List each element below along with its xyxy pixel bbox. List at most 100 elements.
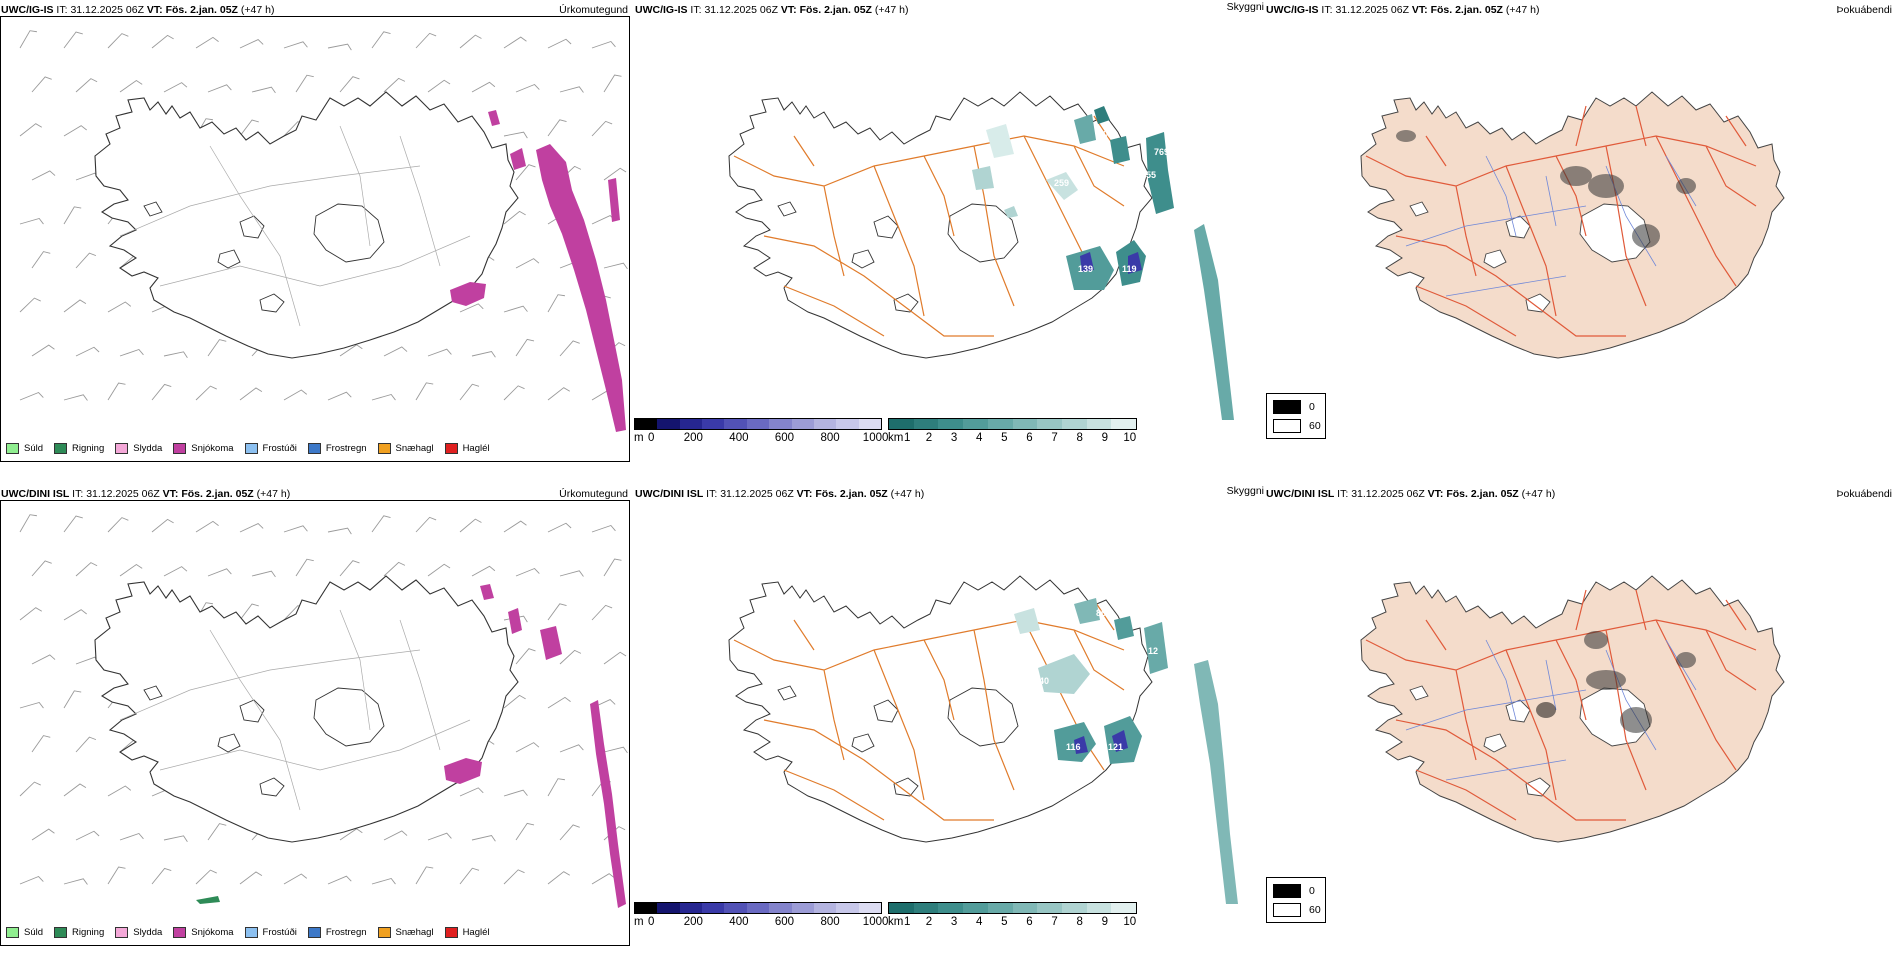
it-label: IT:: [690, 4, 702, 16]
wind-barb: [63, 299, 87, 313]
wind-barb: [559, 570, 584, 577]
wind-barb: [63, 206, 82, 225]
wind-barb: [19, 875, 44, 885]
legend-swatch: [307, 442, 321, 454]
wind-barb: [515, 164, 536, 181]
legend-label: Frostúði: [262, 442, 297, 454]
legend-item: Snjókoma: [173, 926, 234, 938]
model-name: UWC/IG-IS: [635, 4, 688, 16]
wind-barb: [327, 43, 352, 51]
wind-barb: [31, 76, 52, 93]
wind-barb: [503, 36, 527, 49]
legend-swatch: [173, 442, 187, 454]
cloud-base-label: 102: [1098, 129, 1113, 139]
wind-barb: [19, 217, 44, 225]
colorbar-step: [791, 903, 814, 913]
wind-barb: [31, 828, 55, 841]
colorbar-step: [657, 903, 680, 913]
wind-barb: [63, 783, 87, 797]
it-label: IT:: [56, 4, 68, 16]
snow-band-east: [590, 700, 626, 908]
road-network: [1365, 589, 1757, 821]
colorbar-step: [746, 903, 770, 913]
wind-barb: [119, 832, 144, 841]
legend-swatch: [115, 926, 129, 938]
cloud-base-labels: 102 769 55 259 139 77 119: [1054, 129, 1169, 274]
wind-barb: [207, 568, 232, 577]
wind-barb: [427, 832, 452, 841]
wind-barb: [163, 351, 188, 358]
fog-panel: 0 60 UWC/IG-IS IT: 31.12.2025 06Z VT: Fö…: [1266, 0, 1900, 470]
wind-barb: [107, 301, 132, 313]
wind-barb: [459, 787, 484, 797]
colorbar-tick: 10: [1123, 916, 1137, 928]
legend-label: Snjókoma: [191, 442, 234, 454]
lead-time: (+47 h): [890, 488, 925, 500]
visibility-areas: [1014, 598, 1238, 904]
cloud-base-label: 77: [1112, 238, 1122, 248]
init-time: 31.12.2025 06Z: [70, 4, 144, 16]
snow-areas: [444, 584, 626, 908]
legend-swatch: [115, 442, 129, 454]
fog-key: 0 60: [1266, 393, 1326, 439]
visibility-area: [1194, 224, 1234, 420]
snow-area: [608, 178, 620, 222]
colorbar-tick: 200: [683, 432, 703, 444]
cloud-base-colorbar: [634, 902, 882, 914]
legend-label: Súld: [24, 926, 44, 938]
wind-barb: [547, 871, 571, 885]
colorbar-tick: 400: [729, 432, 749, 444]
fog-key-row: 60: [1273, 419, 1321, 433]
snow-area: [480, 584, 494, 600]
wind-barb: [283, 873, 308, 885]
visibility-areas: [972, 106, 1234, 420]
fog-shading: [1396, 130, 1696, 248]
wind-barb: [19, 30, 37, 49]
colorbar-tick: 3: [950, 432, 958, 444]
colorbar-tick: 10: [1123, 432, 1137, 444]
wind-barb: [371, 31, 391, 49]
colorbar-tick: 1000: [862, 916, 889, 928]
panel-header: UWC/IG-IS IT: 31.12.2025 06Z VT: Fös. 2.…: [1, 4, 274, 16]
wind-barb: [163, 835, 188, 842]
wind-barb: [63, 609, 87, 621]
colorbar-tick: 0: [648, 432, 655, 444]
legend-label: Snjókoma: [191, 926, 234, 938]
legend-swatch: [244, 926, 258, 938]
wind-barb: [239, 387, 263, 401]
wind-barb: [515, 258, 540, 269]
wind-barb: [459, 303, 484, 313]
wind-barb: [547, 387, 571, 401]
wind-barb: [383, 346, 408, 357]
colorbar-step: [913, 903, 939, 913]
wind-barb: [239, 119, 259, 137]
iceland-outline-group: [94, 91, 519, 359]
road-network: [1365, 105, 1757, 337]
wind-barb: [283, 525, 308, 533]
legend-swatch: [6, 926, 19, 938]
wind-barb: [107, 382, 126, 401]
wind-barb: [547, 38, 572, 49]
visibility-area: [1146, 132, 1174, 214]
colorbar-tick: 600: [774, 432, 795, 444]
wind-barb: [75, 78, 98, 93]
wind-barb: [515, 822, 535, 841]
fog-map: [1360, 91, 1785, 359]
colorbar-tick: 1: [904, 916, 911, 928]
colorbar-step: [1111, 419, 1137, 429]
legend-label: Súld: [24, 442, 44, 454]
wind-barb: [547, 696, 571, 709]
legend-label: Slydda: [133, 442, 163, 454]
colorbar-tick: 7: [1051, 432, 1058, 444]
it-label: IT:: [1337, 488, 1349, 500]
wind-barb: [383, 77, 406, 93]
colorbar-tick: 800: [820, 916, 840, 928]
colorbar-step: [889, 419, 914, 429]
cloud-base-unit: m: [634, 916, 644, 928]
colorbar-tick: 9: [1101, 916, 1108, 928]
legend-swatch: [244, 442, 258, 454]
lead-time: (+47 h): [1521, 488, 1556, 500]
map-frame: [0, 500, 630, 946]
colorbar-step: [679, 419, 703, 429]
wind-barb: [207, 84, 232, 93]
